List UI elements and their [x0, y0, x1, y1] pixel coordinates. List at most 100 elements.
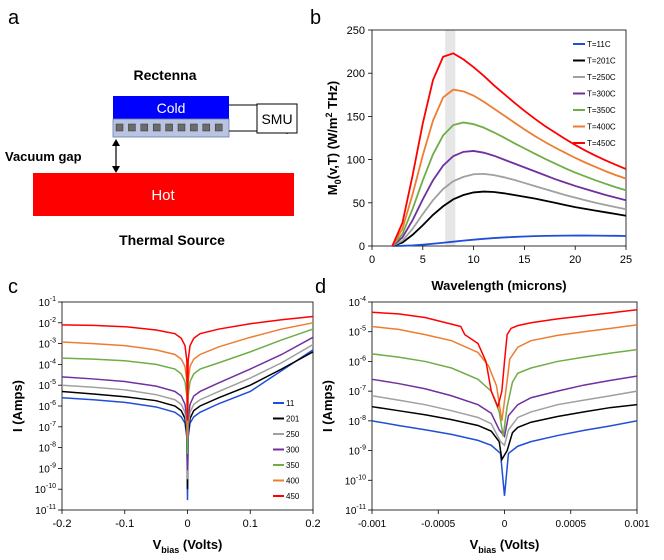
series-line-350: [61, 328, 314, 454]
y-tick-label: 10-9: [39, 462, 56, 475]
legend-label: 350: [286, 461, 300, 470]
hot-plate: [33, 173, 294, 216]
y-tick-label: 100: [347, 155, 365, 167]
x-tick-label: 20: [569, 254, 581, 266]
legend-label: T=350C: [587, 106, 616, 115]
legend-label: T=11C: [587, 40, 611, 49]
x-tick-label: 0: [369, 254, 375, 266]
rectenna-element: [214, 123, 223, 132]
peak-highlight-band: [445, 30, 456, 246]
x-tick-label: 0: [184, 518, 190, 530]
x-tick-label: 25: [620, 254, 632, 266]
legend-label: 201: [286, 415, 300, 424]
cold-label: Cold: [157, 100, 186, 116]
y-tick-label: 10-9: [349, 445, 366, 458]
legend-label: 250: [286, 430, 300, 439]
legend-label: 11: [286, 399, 295, 408]
x-tick-label: 0.2: [305, 518, 320, 530]
rectenna-element: [165, 123, 173, 132]
y-tick-label: 10-5: [39, 379, 56, 392]
chart-d: 10-4 10-5 10-6 10-7 10-8 10-9 10-10 10-11 -0.001…: [320, 296, 650, 555]
y-tick-label: 150: [347, 111, 365, 123]
series-line-250: [371, 390, 638, 447]
x-axis-label: Vbias (Volts): [153, 537, 223, 555]
series-line-201: [61, 351, 314, 490]
legend-label: 400: [286, 477, 300, 486]
series-line-350: [371, 348, 638, 437]
y-tick-label: 10-11: [35, 504, 56, 517]
y-tick-label: 50: [353, 198, 365, 210]
legend-label: 450: [286, 492, 300, 501]
rectenna-element-row: [115, 123, 223, 132]
series-line-T=400C: [391, 88, 627, 247]
legend-label: T=201C: [587, 57, 616, 66]
rectenna-element: [115, 123, 124, 132]
x-tick-label: -0.1: [115, 518, 134, 530]
y-tick-label: 10-4: [349, 296, 366, 309]
x-tick-label: 10: [467, 254, 479, 266]
y-tick-label: 250: [347, 25, 365, 37]
panel-a-letter: a: [8, 7, 20, 29]
rectenna-element: [128, 123, 136, 132]
x-tick-label: 0: [502, 519, 508, 530]
x-tick-label: -0.0005: [421, 519, 455, 530]
x-tick-label: 5: [420, 254, 426, 266]
y-axis-label: I (Amps): [10, 380, 25, 432]
y-tick-label: 200: [347, 68, 365, 80]
y-tick-label: 10-3: [39, 338, 56, 351]
rectenna-element: [152, 123, 161, 132]
smu-box: [256, 103, 298, 134]
rectenna-element: [140, 123, 149, 132]
legend-label: T=250C: [587, 73, 616, 82]
plot-frame: [371, 29, 627, 247]
series-line-300: [61, 336, 314, 471]
y-tick-label: 10-8: [39, 442, 56, 455]
series-line-T=350C: [391, 121, 627, 247]
x-tick-label: -0.001: [358, 519, 387, 530]
rectenna-element: [202, 123, 211, 132]
arrow-head-up-icon: [112, 139, 120, 146]
legend-label: T=450C: [587, 139, 616, 148]
y-tick-label: 10-6: [349, 355, 366, 368]
series-line-400: [371, 324, 638, 421]
x-tick-label: 0.1: [243, 518, 258, 530]
thermal-source-label: Thermal Source: [119, 232, 225, 248]
legend-label: 300: [286, 446, 300, 455]
x-tick-label: -0.2: [53, 518, 72, 530]
panel-d-letter: d: [315, 276, 326, 298]
series-line-11: [371, 420, 638, 496]
cold-plate: [113, 96, 229, 119]
x-tick-label: 15: [518, 254, 530, 266]
series-line-450: [61, 315, 314, 421]
rectenna-element: [177, 123, 186, 132]
x-axis-label: Wavelength (microns): [431, 278, 566, 293]
vacuum-gap-label: Vacuum gap: [5, 149, 82, 164]
series-line-201: [371, 403, 638, 462]
y-tick-label: 10-10: [35, 483, 56, 496]
arrow-head-down-icon: [112, 166, 120, 173]
y-tick-label: 0: [359, 241, 365, 253]
legend-box: [270, 395, 312, 507]
y-tick-label: 10-5: [349, 326, 366, 339]
series-line-T=300C: [391, 150, 627, 247]
y-tick-label: 10-2: [39, 317, 56, 330]
series-line-T=201C: [392, 190, 627, 247]
legend-label: T=300C: [587, 90, 616, 99]
y-axis-label: M0(v,T) (W/m2 THz): [324, 81, 343, 196]
series-line-450: [371, 308, 638, 410]
x-tick-label: 0.001: [624, 519, 649, 530]
hot-label: Hot: [151, 187, 175, 204]
series-line-T=11C: [392, 234, 627, 247]
y-tick-label: 10-1: [39, 296, 56, 309]
smu-label: SMU: [261, 111, 292, 127]
series-line-11: [61, 349, 314, 501]
y-tick-label: 10-10: [345, 474, 366, 487]
x-axis-label: Vbias (Volts): [470, 537, 540, 555]
series-line-300: [371, 375, 638, 439]
y-tick-label: 10-7: [39, 421, 56, 434]
rectenna-label: Rectenna: [133, 67, 196, 83]
legend-label: T=400C: [587, 123, 616, 132]
rectenna-element: [190, 123, 198, 132]
